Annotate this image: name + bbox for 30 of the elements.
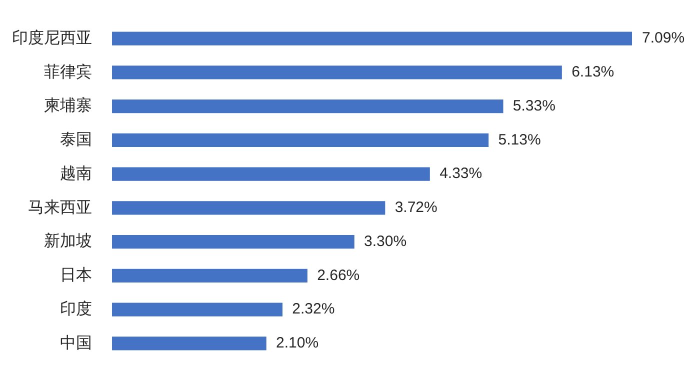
bar <box>112 66 562 80</box>
data-label: 5.33% <box>512 97 556 114</box>
y-tick-label: 印度 <box>60 300 92 318</box>
y-tick-label: 日本 <box>60 266 92 284</box>
bar <box>112 167 430 181</box>
data-label: 3.72% <box>394 199 438 216</box>
y-tick-label: 印度尼西亚 <box>12 28 92 47</box>
y-tick-label: 中国 <box>60 334 92 352</box>
y-tick-label: 马来西亚 <box>28 198 92 216</box>
y-tick-label: 柬埔寨 <box>44 96 92 115</box>
y-tick-label: 越南 <box>60 164 92 182</box>
bar <box>112 32 632 46</box>
data-label: 4.33% <box>440 165 482 182</box>
data-label: 2.32% <box>292 300 335 318</box>
bar <box>112 99 504 114</box>
data-label: 5.13% <box>498 131 541 148</box>
bar <box>112 201 386 215</box>
bar <box>112 336 266 350</box>
bar <box>112 268 308 283</box>
bar <box>112 133 489 148</box>
y-tick-label: 泰国 <box>60 132 92 149</box>
data-label: 3.30% <box>364 232 407 250</box>
bar <box>112 234 354 249</box>
bar <box>112 302 282 316</box>
data-label: 7.09% <box>642 30 685 47</box>
data-label: 6.13% <box>572 64 614 81</box>
data-label: 2.10% <box>276 334 319 352</box>
y-tick-label: 菲律宾 <box>44 62 92 81</box>
y-tick-label: 新加坡 <box>44 232 92 250</box>
data-label: 2.66% <box>317 266 360 284</box>
